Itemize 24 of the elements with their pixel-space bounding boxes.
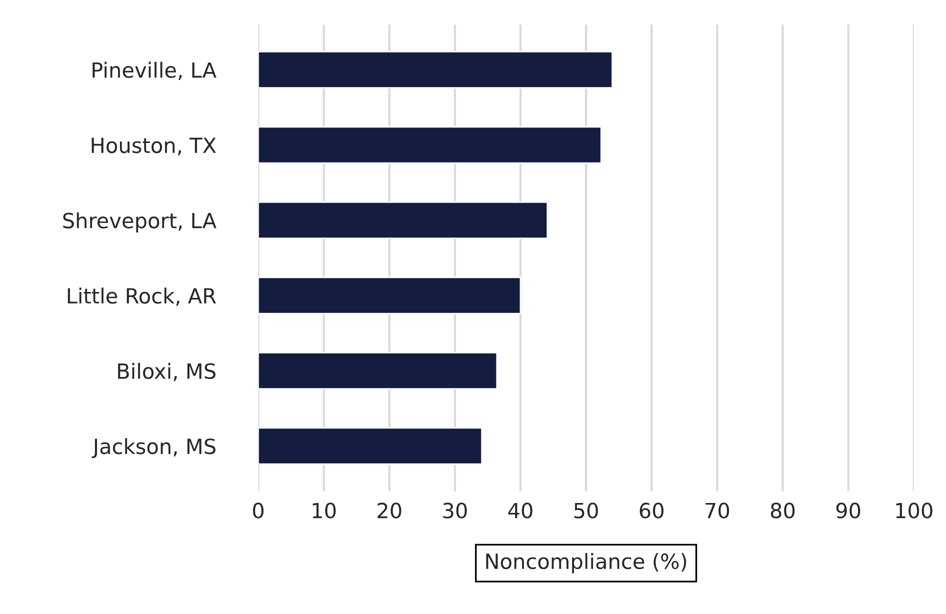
bar bbox=[258, 50, 613, 88]
x-axis-title: Noncompliance (%) bbox=[486, 553, 686, 574]
x-tick-label: 60 bbox=[640, 502, 664, 518]
y-tick-label: Houston, TX bbox=[92, 138, 216, 156]
x-tick-label: 70 bbox=[706, 502, 730, 518]
y-tick-label: Little Rock, AR bbox=[68, 288, 216, 306]
bar bbox=[258, 276, 522, 314]
x-tick-label: 10 bbox=[312, 502, 336, 518]
y-tick-label: Biloxi, MS bbox=[118, 362, 216, 382]
x-tick-label: 40 bbox=[508, 502, 532, 518]
x-tick-label: 100 bbox=[896, 502, 932, 518]
x-tick-label: 90 bbox=[836, 502, 860, 518]
x-tick-label: 80 bbox=[770, 502, 795, 518]
bar bbox=[258, 201, 548, 240]
y-tick-label: Jackson, MS bbox=[92, 438, 216, 458]
x-tick-label: 20 bbox=[378, 502, 402, 518]
x-tick-label: 30 bbox=[443, 502, 467, 518]
x-tick-label: 50 bbox=[574, 502, 598, 518]
x-tick-label: 0 bbox=[253, 502, 264, 518]
y-tick-label: Shreveport, LA bbox=[63, 212, 216, 232]
bar bbox=[258, 427, 483, 465]
bar bbox=[258, 126, 602, 164]
bar bbox=[258, 352, 498, 390]
y-tick-label: Pineville, LA bbox=[92, 62, 216, 80]
